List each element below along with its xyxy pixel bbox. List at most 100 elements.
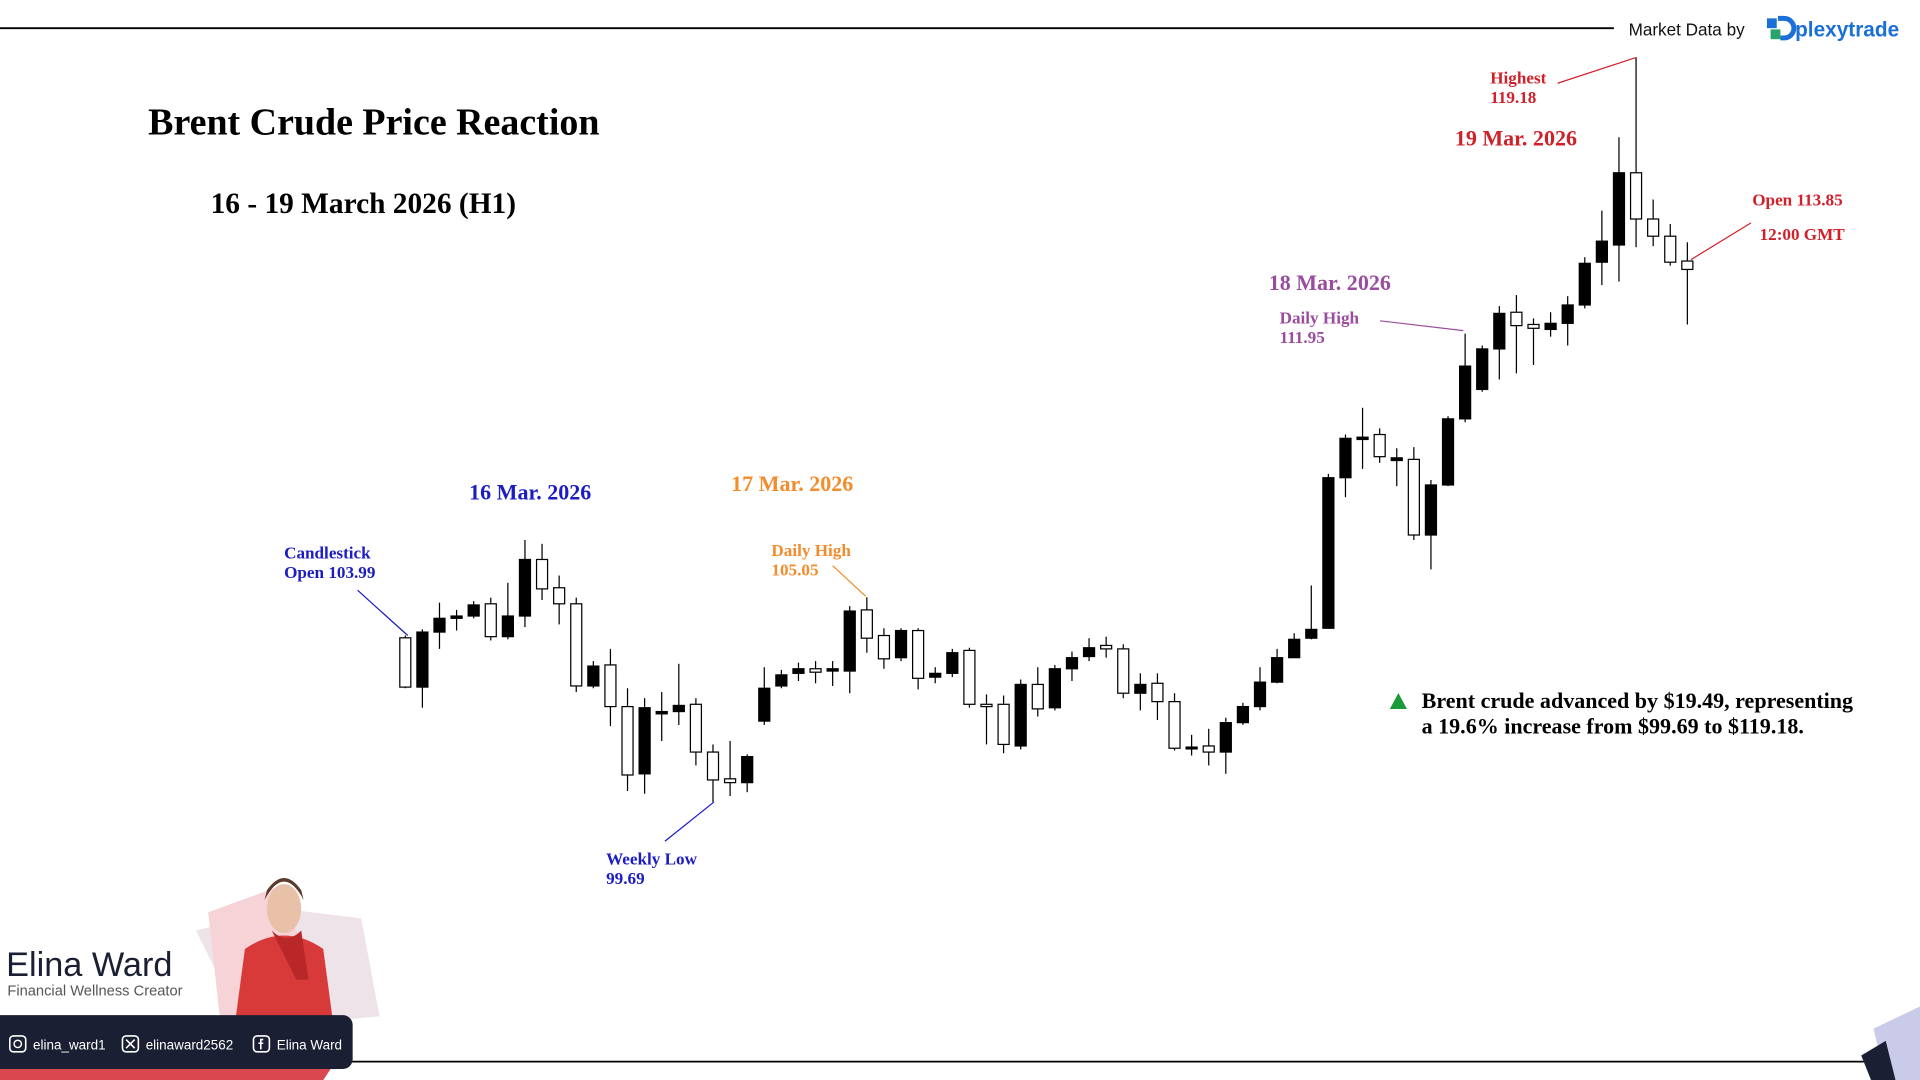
- candle-body: [1305, 628, 1318, 639]
- candle-body: [758, 687, 771, 722]
- candle-body: [501, 615, 514, 638]
- candle-body: [587, 665, 600, 687]
- candle-body: [518, 558, 532, 617]
- candle-body: [1236, 705, 1250, 724]
- note-marker: [1389, 693, 1407, 709]
- annotation-text: Daily High: [771, 541, 851, 560]
- social-handle: elinaward2562: [146, 1037, 234, 1052]
- candle-body: [1527, 323, 1540, 329]
- candle-body: [997, 703, 1010, 746]
- candle-body: [1561, 304, 1574, 324]
- annotation-leader: [832, 565, 867, 597]
- candle-body: [1219, 722, 1232, 753]
- social-handle: Elina Ward: [277, 1037, 342, 1052]
- annotation-leader: [1379, 320, 1464, 332]
- candle-body: [1202, 745, 1215, 753]
- annotation-text: 111.95: [1280, 328, 1325, 347]
- annotation-text: 99.69: [606, 869, 645, 888]
- candle-body: [553, 587, 566, 605]
- candle-body: [638, 707, 651, 775]
- plot-area: [399, 57, 1694, 803]
- candle-body: [655, 710, 668, 715]
- candle-body: [980, 703, 993, 708]
- chart-subtitle: 16 - 19 March 2026 (H1): [211, 188, 516, 220]
- note-text: Brent crude advanced by $19.49, represen…: [1422, 688, 1853, 713]
- candle-body: [1629, 172, 1643, 220]
- candle-body: [1578, 262, 1591, 306]
- candle-body: [689, 703, 703, 753]
- annotations: 16 Mar. 2026 17 Mar. 2026 18 Mar. 2026 19 M…: [284, 56, 1853, 888]
- annotation-text: 119.18: [1490, 88, 1536, 107]
- candle-body: [570, 603, 583, 687]
- candle-body: [963, 649, 976, 705]
- candle-body: [1339, 437, 1352, 479]
- note-text: a 19.6% increase from $99.69 to $119.18.: [1422, 713, 1804, 738]
- candle-body: [1270, 657, 1284, 683]
- candle-body: [1168, 701, 1181, 749]
- candle-body: [672, 704, 685, 713]
- candle-body: [467, 604, 480, 617]
- annotation-text: Highest: [1490, 68, 1546, 87]
- candle-body: [399, 637, 412, 688]
- candle-body: [1390, 457, 1403, 462]
- candle-body: [826, 668, 839, 672]
- candle-body: [929, 672, 942, 678]
- annotation-text: 18 Mar. 2026: [1269, 270, 1391, 295]
- annotation-text: 19 Mar. 2026: [1455, 126, 1577, 151]
- annotation-text: 16 Mar. 2026: [469, 480, 591, 505]
- candle-body: [1681, 260, 1694, 271]
- creator-name: Elina Ward: [6, 946, 172, 984]
- candle-body: [1664, 235, 1677, 263]
- brand-name: plexytrade: [1795, 19, 1899, 42]
- candle-body: [1595, 240, 1608, 263]
- candle-body: [433, 617, 446, 633]
- social-handle: elina_ward1: [33, 1037, 106, 1052]
- candle-body: [792, 668, 805, 674]
- candle-body: [1647, 218, 1660, 237]
- candle-body: [1253, 681, 1267, 708]
- creator-photo: [235, 877, 334, 1023]
- candle-body: [416, 631, 429, 688]
- candle-body: [723, 778, 737, 784]
- candle-body: [1476, 348, 1489, 391]
- chart-title: Brent Crude Price Reaction: [148, 102, 599, 144]
- candle-body: [946, 652, 959, 674]
- candle-body: [535, 558, 549, 590]
- candle-body: [484, 603, 497, 638]
- annotation-text: Weekly Low: [606, 849, 697, 868]
- candle-body: [450, 615, 463, 619]
- candle-body: [1544, 322, 1557, 331]
- candle-body: [1065, 657, 1079, 670]
- candle-body: [860, 609, 873, 639]
- candle-body: [1288, 638, 1301, 659]
- candle-body: [1151, 682, 1164, 703]
- annotation-text: Open 103.99: [284, 563, 375, 582]
- candle-body: [1510, 311, 1523, 327]
- corner-decoration: [1861, 1006, 1920, 1080]
- candle-body: [621, 705, 634, 776]
- annotation-leader: [1690, 222, 1752, 261]
- candle-body: [1407, 458, 1420, 536]
- candle-body: [1441, 418, 1455, 486]
- candle-body: [1117, 648, 1130, 694]
- candle-body: [1100, 644, 1113, 650]
- candle-body: [894, 629, 908, 659]
- candle-body: [1322, 477, 1335, 629]
- annotation-leader: [1557, 56, 1637, 84]
- creator-tagline: Financial Wellness Creator: [7, 984, 182, 1000]
- annotation-text: Daily High: [1280, 308, 1360, 327]
- candle-body: [1612, 172, 1626, 246]
- candle-body: [1082, 647, 1096, 658]
- annotation-leader: [664, 801, 715, 842]
- candle-body: [1048, 668, 1061, 709]
- candle-body: [741, 756, 754, 784]
- candle-body: [1424, 484, 1438, 536]
- annotation-text: 105.05: [771, 561, 818, 580]
- candle-body: [775, 674, 788, 687]
- candle-body: [1031, 683, 1044, 710]
- candle-body: [911, 629, 925, 679]
- candle-body: [843, 610, 856, 672]
- candle-body: [1373, 433, 1386, 458]
